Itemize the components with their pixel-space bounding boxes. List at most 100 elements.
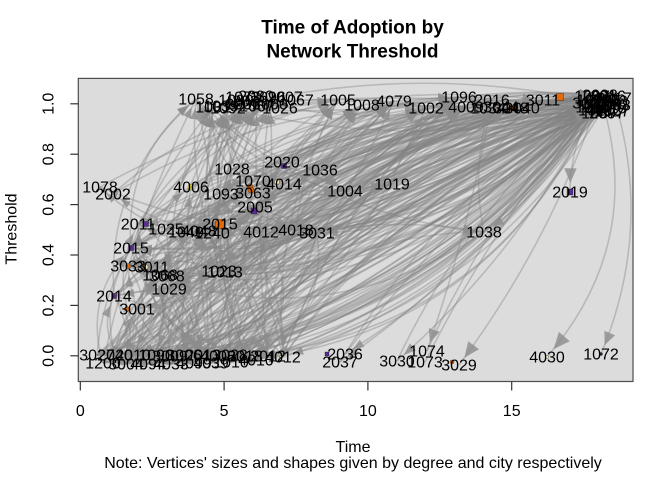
svg-text:2039: 2039 bbox=[232, 94, 268, 111]
svg-text:2013: 2013 bbox=[185, 348, 221, 365]
svg-text:3068: 3068 bbox=[149, 269, 185, 286]
svg-text:4018: 4018 bbox=[278, 223, 314, 240]
svg-text:0: 0 bbox=[76, 403, 85, 420]
svg-text:1067: 1067 bbox=[278, 93, 314, 110]
svg-text:1077: 1077 bbox=[576, 93, 612, 110]
svg-text:4014: 4014 bbox=[266, 177, 302, 194]
svg-text:3016: 3016 bbox=[590, 89, 626, 106]
svg-text:5: 5 bbox=[220, 403, 229, 420]
svg-text:2036: 2036 bbox=[327, 347, 363, 364]
svg-text:1010: 1010 bbox=[213, 355, 249, 372]
svg-text:4079: 4079 bbox=[376, 94, 412, 111]
svg-text:Network Threshold: Network Threshold bbox=[266, 42, 438, 63]
svg-text:Note: Vertices' sizes and shap: Note: Vertices' sizes and shapes given b… bbox=[104, 455, 602, 472]
svg-text:3029: 3029 bbox=[441, 358, 477, 375]
svg-text:0.0: 0.0 bbox=[41, 345, 58, 367]
svg-text:4012: 4012 bbox=[265, 350, 301, 367]
svg-text:1029: 1029 bbox=[151, 282, 187, 299]
svg-text:1090: 1090 bbox=[138, 348, 174, 365]
svg-text:2005: 2005 bbox=[237, 200, 273, 217]
svg-text:1019: 1019 bbox=[374, 177, 410, 194]
svg-text:4030: 4030 bbox=[529, 350, 565, 367]
svg-text:4008: 4008 bbox=[200, 349, 236, 366]
svg-text:1038: 1038 bbox=[466, 225, 502, 242]
svg-text:1031: 1031 bbox=[195, 100, 231, 117]
svg-text:1039: 1039 bbox=[203, 99, 239, 116]
svg-text:1240: 1240 bbox=[194, 226, 230, 243]
svg-text:2007: 2007 bbox=[267, 90, 303, 107]
svg-text:2015: 2015 bbox=[202, 217, 238, 234]
svg-text:1034: 1034 bbox=[470, 101, 506, 118]
svg-text:1028: 1028 bbox=[214, 162, 250, 179]
svg-text:1087: 1087 bbox=[581, 106, 617, 123]
svg-text:3019: 3019 bbox=[591, 101, 627, 118]
svg-text:1017: 1017 bbox=[578, 103, 614, 120]
svg-text:1092: 1092 bbox=[210, 101, 246, 118]
svg-text:0.2: 0.2 bbox=[41, 294, 58, 316]
svg-text:2017: 2017 bbox=[583, 100, 619, 117]
svg-text:1097: 1097 bbox=[574, 89, 610, 106]
svg-text:2008: 2008 bbox=[582, 88, 618, 105]
svg-text:3048: 3048 bbox=[493, 101, 529, 118]
svg-text:1013: 1013 bbox=[580, 97, 616, 114]
svg-text:10: 10 bbox=[359, 403, 377, 420]
svg-text:3011: 3011 bbox=[526, 93, 561, 110]
svg-text:3011: 3011 bbox=[135, 260, 170, 277]
svg-text:1096: 1096 bbox=[441, 90, 477, 107]
svg-text:1073: 1073 bbox=[225, 90, 261, 107]
svg-text:0.8: 0.8 bbox=[41, 143, 58, 165]
svg-text:4017: 4017 bbox=[588, 97, 624, 114]
svg-text:2096: 2096 bbox=[250, 90, 286, 107]
svg-text:4009: 4009 bbox=[448, 100, 484, 117]
svg-text:3033: 3033 bbox=[110, 259, 146, 276]
svg-text:3063: 3063 bbox=[235, 186, 271, 203]
svg-text:1074: 1074 bbox=[409, 344, 445, 361]
svg-text:1005: 1005 bbox=[320, 93, 356, 110]
svg-text:1200: 1200 bbox=[85, 356, 121, 373]
svg-text:2011: 2011 bbox=[121, 217, 156, 234]
svg-text:4013: 4013 bbox=[586, 103, 622, 120]
svg-text:1002: 1002 bbox=[408, 101, 444, 118]
svg-text:3027: 3027 bbox=[79, 348, 115, 365]
svg-text:1078: 1078 bbox=[82, 180, 118, 197]
svg-text:2015: 2015 bbox=[113, 241, 149, 258]
svg-text:2030: 2030 bbox=[238, 89, 274, 106]
svg-text:4006: 4006 bbox=[173, 180, 209, 197]
svg-text:2097: 2097 bbox=[589, 106, 625, 123]
svg-text:1.0: 1.0 bbox=[41, 93, 58, 115]
svg-text:2019: 2019 bbox=[552, 185, 588, 202]
svg-text:4010: 4010 bbox=[238, 353, 274, 370]
svg-text:1099: 1099 bbox=[218, 93, 254, 110]
svg-text:1008: 1008 bbox=[344, 98, 380, 115]
svg-text:0.4: 0.4 bbox=[41, 244, 58, 266]
svg-text:2040: 2040 bbox=[97, 348, 133, 365]
svg-text:Threshold: Threshold bbox=[4, 193, 21, 264]
svg-text:1073: 1073 bbox=[407, 355, 443, 372]
svg-text:4094: 4094 bbox=[130, 357, 166, 374]
svg-text:3017: 3017 bbox=[596, 91, 632, 108]
svg-text:1004: 1004 bbox=[327, 184, 363, 201]
svg-text:1025: 1025 bbox=[148, 222, 184, 239]
svg-text:3006: 3006 bbox=[166, 348, 202, 365]
svg-text:4003: 4003 bbox=[584, 93, 620, 110]
svg-text:2020: 2020 bbox=[264, 155, 300, 172]
svg-text:3004: 3004 bbox=[108, 357, 144, 374]
svg-text:1040: 1040 bbox=[168, 225, 204, 242]
svg-text:2014: 2014 bbox=[96, 289, 132, 306]
svg-text:Time of Adoption by: Time of Adoption by bbox=[261, 18, 444, 39]
svg-text:1068: 1068 bbox=[142, 268, 178, 285]
svg-text:Time: Time bbox=[336, 439, 371, 456]
svg-text:2002: 2002 bbox=[95, 187, 131, 204]
svg-text:2000: 2000 bbox=[252, 97, 288, 114]
svg-text:3007: 3007 bbox=[572, 96, 608, 113]
svg-text:1072: 1072 bbox=[583, 347, 619, 364]
svg-text:2037: 2037 bbox=[322, 355, 358, 372]
svg-text:3013: 3013 bbox=[592, 94, 628, 111]
svg-text:4099: 4099 bbox=[176, 356, 212, 373]
svg-text:1093: 1093 bbox=[203, 187, 239, 204]
svg-text:4039: 4039 bbox=[193, 356, 229, 373]
svg-text:4033: 4033 bbox=[153, 357, 189, 374]
svg-text:1016: 1016 bbox=[575, 100, 611, 117]
svg-text:2006: 2006 bbox=[225, 97, 261, 114]
svg-text:2018: 2018 bbox=[227, 349, 263, 366]
